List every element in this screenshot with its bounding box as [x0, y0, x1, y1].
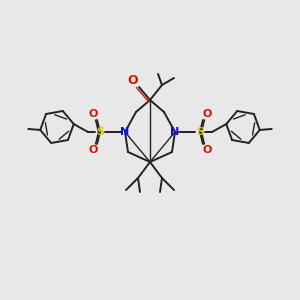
- Text: O: O: [202, 109, 212, 119]
- Text: O: O: [202, 145, 212, 155]
- Text: O: O: [128, 74, 138, 88]
- Text: O: O: [88, 145, 98, 155]
- Text: N: N: [170, 127, 180, 137]
- Text: S: S: [196, 127, 204, 137]
- Text: S: S: [96, 127, 104, 137]
- Text: O: O: [88, 109, 98, 119]
- Text: N: N: [120, 127, 130, 137]
